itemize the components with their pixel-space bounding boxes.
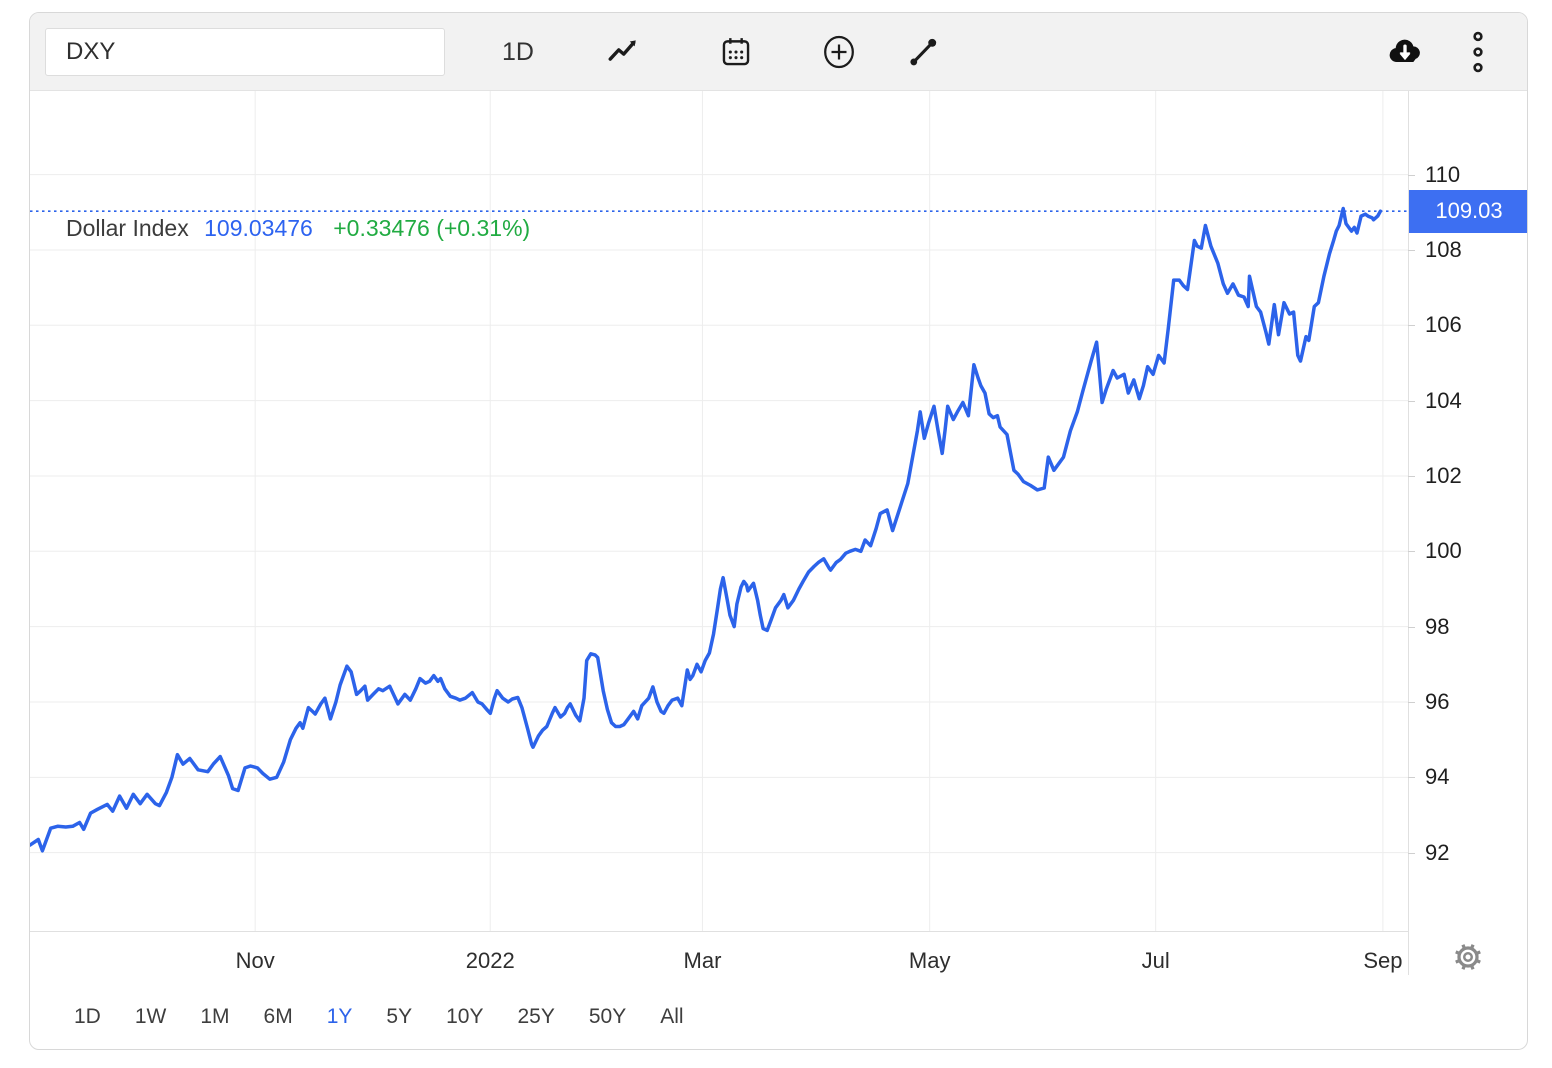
gear-icon: [1453, 942, 1483, 977]
y-axis-tick: [1408, 475, 1415, 477]
date-range-button[interactable]: [708, 13, 764, 91]
range-25y[interactable]: 25Y: [517, 1005, 555, 1028]
y-axis-tick-label: 108: [1425, 236, 1462, 262]
y-axis-tick: [1408, 777, 1415, 779]
toolbar: 1D: [30, 13, 1527, 91]
price-line-series: [30, 206, 1383, 853]
y-axis-tick-label: 98: [1425, 613, 1450, 639]
chart-legend: Dollar Index 109.03476 +0.33476 (+0.31%): [66, 215, 530, 242]
y-axis-tick-label: 104: [1425, 387, 1462, 413]
x-axis-tick-label: Mar: [683, 948, 722, 973]
x-axis-tick-label: Sep: [1363, 948, 1403, 973]
settings-button[interactable]: [1450, 941, 1486, 977]
price-change-value: +0.33476 (+0.31%): [333, 215, 531, 241]
more-options-button[interactable]: [1450, 13, 1506, 91]
y-axis-tick-label: 100: [1425, 538, 1462, 564]
range-1d[interactable]: 1D: [74, 1005, 101, 1028]
range-1w[interactable]: 1W: [134, 1005, 167, 1028]
y-axis-tick: [1408, 551, 1415, 553]
trendline-icon: [906, 35, 940, 69]
download-button[interactable]: [1377, 13, 1433, 91]
chart-plot-area[interactable]: Dollar Index 109.03476 +0.33476 (+0.31%): [30, 91, 1408, 931]
range-10y[interactable]: 10Y: [446, 1005, 484, 1028]
y-axis-tick-label: 102: [1425, 462, 1462, 488]
y-axis-tick: [1408, 626, 1415, 628]
y-axis-tick-label: 110: [1425, 161, 1461, 187]
y-axis-tick: [1408, 174, 1415, 176]
y-axis-tick: [1408, 249, 1415, 251]
y-axis-tick-label: 96: [1425, 688, 1450, 714]
x-axis[interactable]: Nov 2022 Mar May Jul Sep: [30, 931, 1408, 986]
y-axis-tick: [1408, 400, 1415, 402]
y-axis-tick-label: 92: [1425, 839, 1450, 865]
cloud-download-icon: [1385, 32, 1425, 72]
y-axis[interactable]: 109.03 92 94 96 98 100 102 104 106 108 110: [1408, 91, 1527, 931]
range-6m[interactable]: 6M: [263, 1005, 293, 1028]
last-price-value: 109.03476: [204, 215, 313, 241]
line-chart-type-button[interactable]: [595, 13, 651, 91]
x-axis-tick-label: May: [908, 948, 951, 973]
x-axis-tick-label: 2022: [465, 948, 515, 973]
range-1y[interactable]: 1Y: [325, 1001, 355, 1033]
y-axis-tick: [1408, 701, 1415, 703]
current-price-tag: 109.03: [1409, 189, 1527, 233]
y-axis-tick: [1408, 325, 1415, 327]
y-axis-tick-label: 94: [1425, 764, 1450, 790]
symbol-search-input[interactable]: [45, 28, 445, 76]
range-all[interactable]: All: [660, 1005, 684, 1028]
range-selector: 1D 1W 1M 6M 1Y 5Y 10Y 25Y 50Y All: [72, 1001, 686, 1033]
range-1m[interactable]: 1M: [200, 1005, 230, 1028]
y-axis-tick: [1408, 852, 1415, 854]
line-chart-icon: [606, 35, 640, 69]
chart-widget-card: 1D: [29, 12, 1528, 1050]
interval-button[interactable]: 1D: [502, 38, 534, 66]
x-axis-tick-label: Nov: [235, 948, 275, 973]
drawing-tool-button[interactable]: [895, 13, 951, 91]
series-name: Dollar Index: [66, 215, 189, 241]
price-line-chart: [30, 91, 1408, 931]
range-50y[interactable]: 50Y: [588, 1005, 627, 1028]
x-axis-tick-label: Jul: [1141, 948, 1170, 973]
y-axis-tick-label: 106: [1425, 312, 1462, 338]
y-axis-line: [1408, 91, 1409, 975]
compare-plus-icon: [821, 33, 857, 71]
range-5y[interactable]: 5Y: [386, 1005, 413, 1028]
calendar-icon: [719, 35, 753, 69]
compare-button[interactable]: [811, 13, 867, 91]
kebab-menu-icon: [1470, 30, 1486, 74]
